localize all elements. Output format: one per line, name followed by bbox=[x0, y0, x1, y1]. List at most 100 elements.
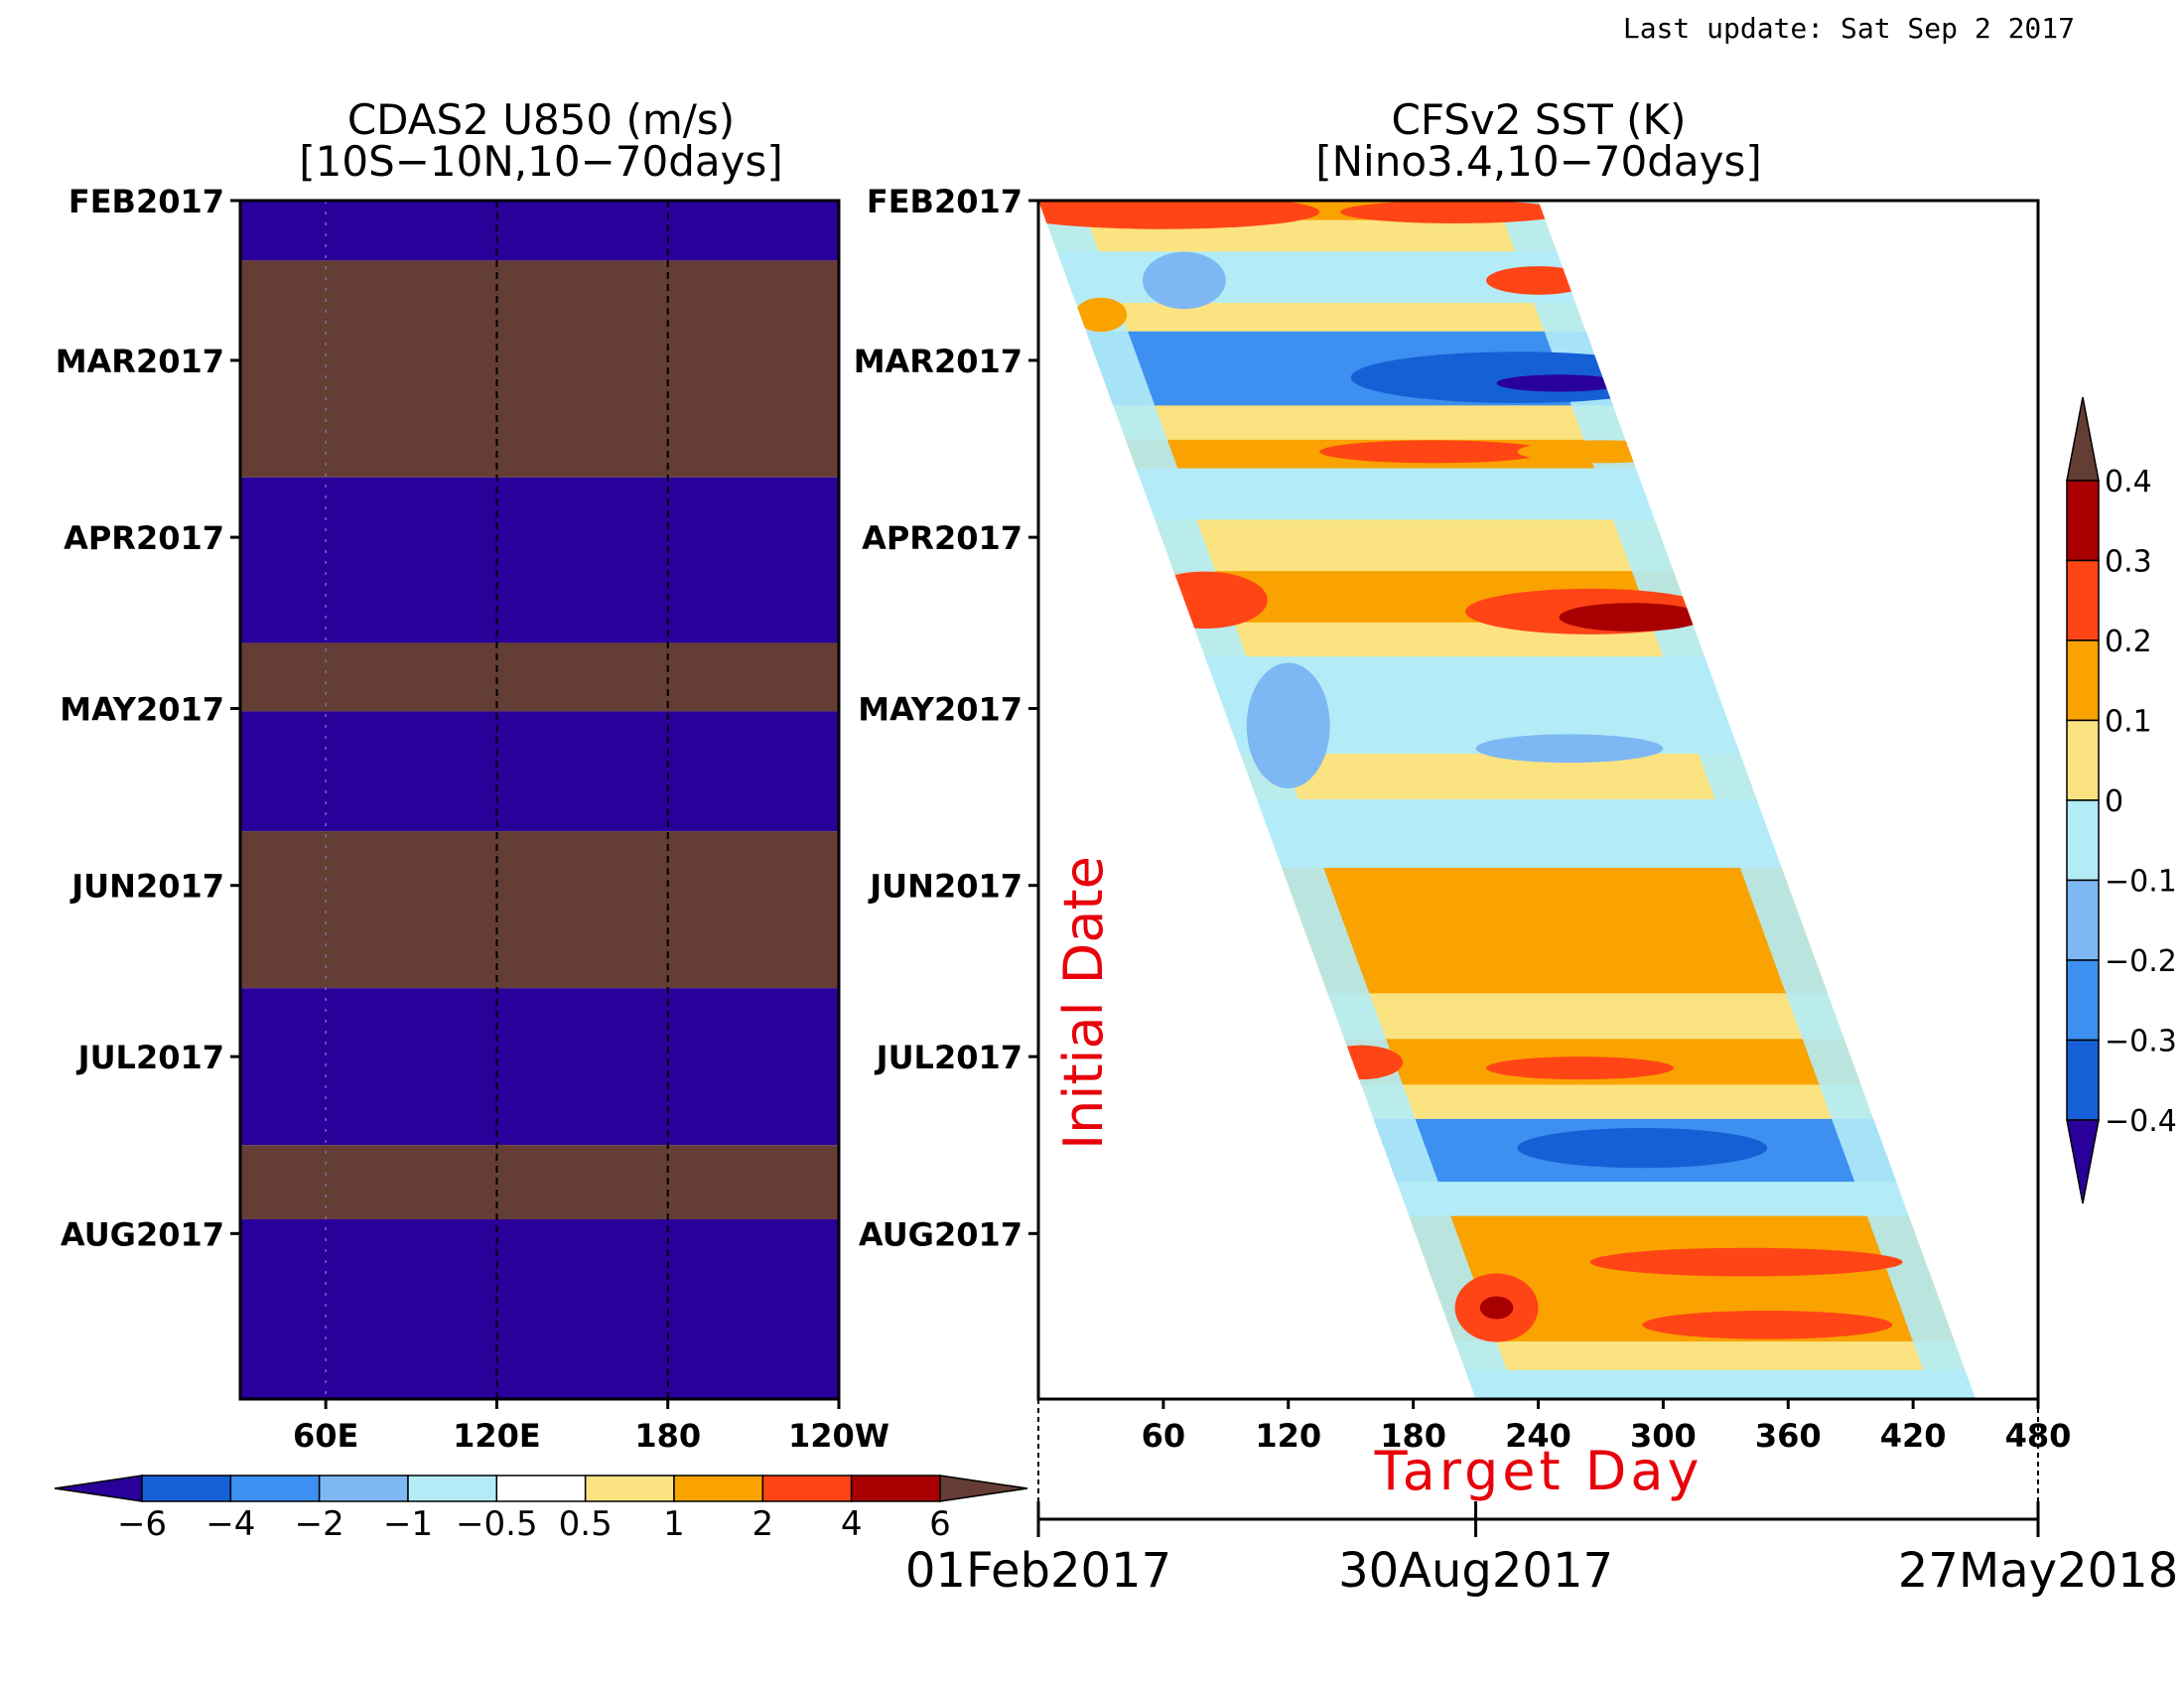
right-colorbar-arrow-high bbox=[2066, 396, 2100, 482]
left-colorbar-box-5 bbox=[495, 1475, 587, 1502]
right-band-23 bbox=[1464, 1369, 1977, 1399]
left-ytick-label-1: MAR2017 bbox=[56, 343, 224, 380]
right-blob-3 bbox=[1074, 297, 1128, 333]
left-colorbar-label-9: 6 bbox=[929, 1504, 951, 1544]
left-xtick-label-3: 120W bbox=[788, 1417, 889, 1455]
right-colorbar-label-7: −0.3 bbox=[2105, 1025, 2177, 1059]
left-band-0 bbox=[240, 201, 839, 261]
left-colorbar-box-2 bbox=[229, 1475, 321, 1502]
right-title-line1: CFSv2 SST (K) bbox=[1392, 95, 1687, 144]
left-colorbar-box-4 bbox=[407, 1475, 498, 1502]
right-band-20 bbox=[1396, 1182, 1910, 1217]
left-plot-frame bbox=[238, 199, 841, 1401]
right-colorbar-label-1: 0.3 bbox=[2105, 545, 2152, 580]
right-ytick-label-2: APR2017 bbox=[862, 519, 1023, 557]
left-dashed-lines bbox=[325, 201, 669, 1399]
right-blob-1 bbox=[1340, 201, 1570, 223]
left-title-line1: CDAS2 U850 (m/s) bbox=[347, 95, 735, 144]
right-heatmap-field bbox=[1038, 201, 2038, 1399]
right-colorbar-box-5 bbox=[2066, 799, 2100, 882]
right-band-16 bbox=[1326, 993, 1845, 1041]
right-colorbar-box-1 bbox=[2066, 480, 2100, 562]
right-band-18 bbox=[1360, 1084, 1874, 1120]
left-colorbar-label-8: 4 bbox=[841, 1504, 863, 1544]
right-panel: CFSv2 SST (K) [Nino3.4,10−70days] FEB201… bbox=[854, 95, 2179, 1599]
right-colorbar-box-7 bbox=[2066, 959, 2100, 1042]
left-colorbar-box-3 bbox=[318, 1475, 409, 1502]
left-band-6 bbox=[240, 988, 839, 1146]
right-wedge-rim-right bbox=[1496, 201, 1977, 1399]
right-blob-16 bbox=[1486, 1056, 1674, 1080]
last-update-text: Last update: Sat Sep 2 2017 bbox=[1623, 12, 2075, 45]
left-colorbar-box-1 bbox=[141, 1475, 232, 1502]
right-title-line2: [Nino3.4,10−70days] bbox=[1315, 137, 1762, 186]
right-ytick-label-0: FEB2017 bbox=[867, 183, 1023, 220]
right-mask-right bbox=[1538, 201, 2038, 1399]
right-blob-7 bbox=[1319, 440, 1549, 464]
left-colorbar-label-6: 1 bbox=[663, 1504, 685, 1544]
date-axis-label-0: 01Feb2017 bbox=[905, 1543, 1171, 1599]
left-band-4 bbox=[240, 711, 839, 832]
left-ytick-label-3: MAY2017 bbox=[60, 691, 224, 729]
left-colorbar-label-0: −6 bbox=[117, 1504, 167, 1544]
right-blob-12 bbox=[1246, 662, 1330, 789]
right-xtick-label-2: 180 bbox=[1380, 1417, 1446, 1455]
left-ytick-label-6: AUG2017 bbox=[61, 1215, 224, 1253]
left-ytick-label-0: FEB2017 bbox=[68, 183, 224, 220]
left-colorbar-arrow-high bbox=[939, 1475, 1028, 1502]
left-colorbar-box-9 bbox=[850, 1475, 941, 1502]
left-band-7 bbox=[240, 1145, 839, 1219]
right-xtick-label-0: 60 bbox=[1142, 1417, 1186, 1455]
date-axis-label-2: 27May2018 bbox=[1898, 1543, 2178, 1599]
right-blob-6 bbox=[1496, 374, 1622, 392]
left-xtick-label-2: 180 bbox=[634, 1417, 701, 1455]
right-colorbar-label-4: 0 bbox=[2105, 784, 2123, 819]
right-blob-14 bbox=[1424, 924, 1736, 960]
left-colorbar: −6 −4 −2 −1 −0.5 0.5 1 2 4 6 bbox=[54, 1475, 1028, 1544]
right-ytick-label-3: MAY2017 bbox=[858, 691, 1023, 729]
left-heatmap-bands bbox=[240, 201, 839, 1399]
right-colorbar-label-8: −0.4 bbox=[2105, 1104, 2177, 1139]
left-xtick-label-0: 60E bbox=[293, 1417, 358, 1455]
right-colorbar-label-5: −0.1 bbox=[2105, 865, 2177, 900]
right-ytick-label-5: JUL2017 bbox=[875, 1039, 1023, 1076]
right-mask-left bbox=[1038, 201, 1476, 1399]
date-axis: 01Feb2017 30Aug2017 27May2018 bbox=[905, 1399, 2178, 1599]
left-colorbar-label-1: −4 bbox=[205, 1504, 255, 1544]
left-y-axis: FEB2017 MAR2017 APR2017 MAY2017 JUN2017 JUL20… bbox=[56, 183, 240, 1253]
right-colorbar-box-4 bbox=[2066, 719, 2100, 801]
right-blob-11 bbox=[1559, 603, 1706, 632]
right-xlabel: Target Day bbox=[1374, 1440, 1704, 1502]
left-colorbar-label-4: −0.5 bbox=[456, 1504, 538, 1544]
left-ytick-label-5: JUL2017 bbox=[76, 1039, 224, 1076]
right-band-22 bbox=[1453, 1341, 1967, 1371]
right-band-13 bbox=[1256, 799, 1783, 869]
right-xtick-label-5: 360 bbox=[1755, 1417, 1822, 1455]
right-band-3 bbox=[1075, 302, 1587, 333]
right-band-7 bbox=[1135, 468, 1656, 521]
right-band-5 bbox=[1112, 405, 1627, 441]
right-blob-13 bbox=[1475, 734, 1664, 764]
right-ytick-label-1: MAR2017 bbox=[854, 343, 1023, 380]
right-xtick-label-1: 120 bbox=[1255, 1417, 1321, 1455]
right-blob-21 bbox=[1642, 1310, 1893, 1339]
right-colorbar-box-6 bbox=[2066, 879, 2100, 961]
left-colorbar-box-8 bbox=[761, 1475, 853, 1502]
right-ylabel: Initial Date bbox=[1052, 856, 1115, 1150]
right-blob-2 bbox=[1486, 266, 1590, 295]
left-colorbar-arrow-low bbox=[54, 1475, 143, 1502]
right-colorbar-box-8 bbox=[2066, 1039, 2100, 1121]
left-colorbar-label-7: 2 bbox=[752, 1504, 774, 1544]
left-band-8 bbox=[240, 1218, 839, 1399]
right-xtick-label-6: 420 bbox=[1880, 1417, 1947, 1455]
left-colorbar-label-2: −2 bbox=[295, 1504, 344, 1544]
right-xtick-label-4: 300 bbox=[1630, 1417, 1697, 1455]
right-x-axis: 60 120 180 240 300 360 420 480 bbox=[1142, 1399, 2071, 1455]
right-y-axis: FEB2017 MAR2017 APR2017 MAY2017 JUN2017 JUL20… bbox=[854, 183, 1038, 1253]
left-ytick-label-2: APR2017 bbox=[64, 519, 224, 557]
right-blob-18 bbox=[1589, 1247, 1903, 1277]
left-x-axis: 60E 120E 180 120W bbox=[293, 1399, 889, 1455]
left-title-line2: [10S−10N,10−70days] bbox=[299, 137, 783, 186]
date-axis-label-1: 30Aug2017 bbox=[1338, 1543, 1613, 1599]
